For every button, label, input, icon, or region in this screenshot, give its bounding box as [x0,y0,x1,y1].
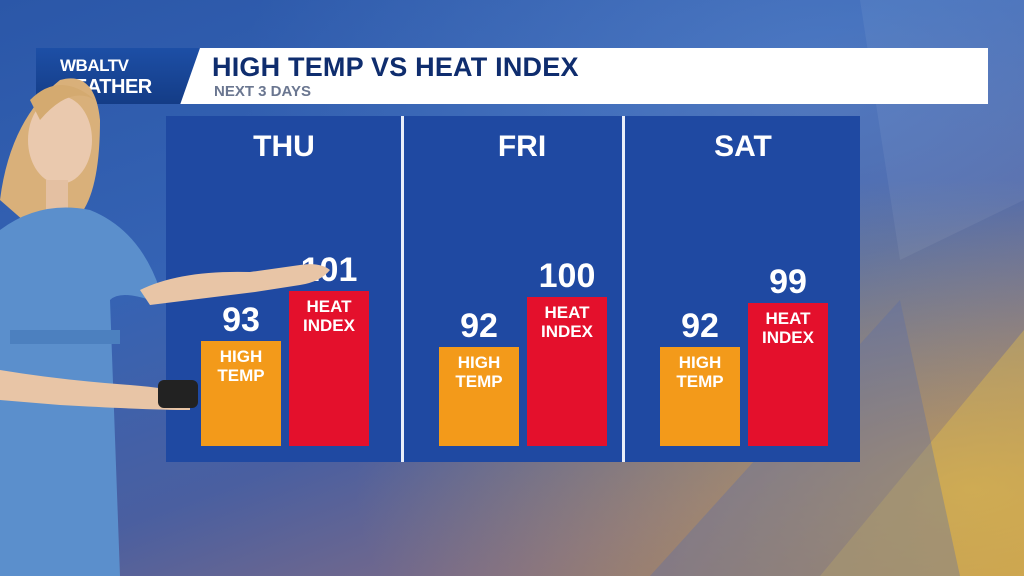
high-temp-bar-thu [201,341,281,446]
high-temp-caption: HIGH TEMP [676,353,724,391]
high-temp-caption: HIGH TEMP [217,347,265,385]
heat-index-bar-thu [289,291,369,446]
heat-index-bar-fri [527,297,607,446]
high-temp-caption: HIGH TEMP [455,353,503,391]
heat-index-value-sat: 99 [769,263,807,301]
heat-index-value-fri: 100 [538,257,596,295]
day-label-fri: FRI [497,130,547,163]
high-temp-value-sat: 92 [681,307,719,345]
day-divider [401,116,404,462]
logo-text-bottom: EATHER [74,76,152,98]
chart-title: HIGH TEMP VS HEAT INDEX [212,52,579,82]
heat-index-caption: HEAT INDEX [541,303,593,341]
high-temp-value-fri: 92 [460,307,498,345]
high-temp-bar-fri [439,347,519,446]
heat-index-value-thu: 101 [300,251,358,289]
heat-index-caption: HEAT INDEX [303,297,355,335]
day-label-sat: SAT [714,130,772,163]
chart-subtitle: NEXT 3 DAYS [214,83,311,100]
logo-text-top: WBALTV [60,56,129,75]
day-label-thu: THU [253,130,315,163]
heat-index-caption: HEAT INDEX [762,309,814,347]
day-divider [622,116,625,462]
high-temp-bar-sat [660,347,740,446]
heat-index-bar-sat [748,303,828,446]
high-temp-value-thu: 93 [222,301,260,339]
